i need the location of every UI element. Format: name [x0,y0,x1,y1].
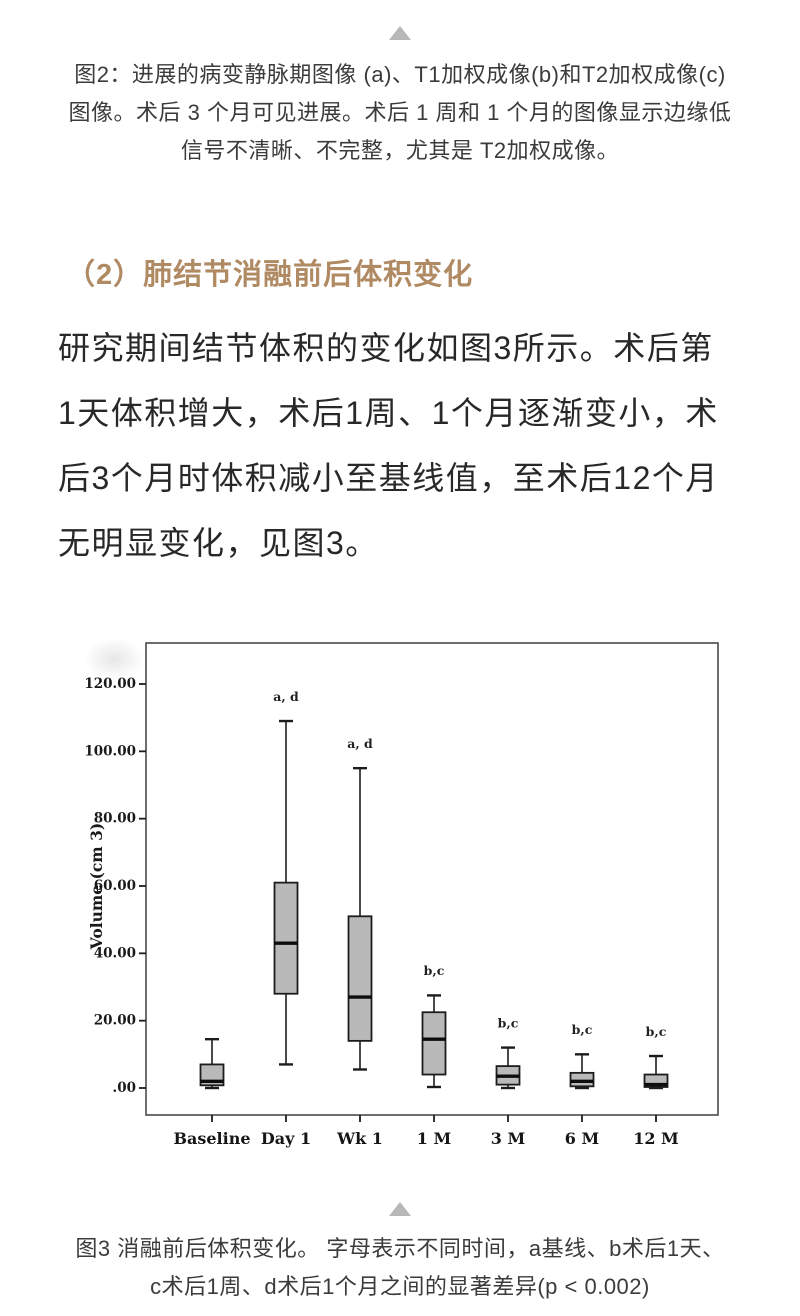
separator-triangle-up-icon [389,1202,411,1216]
svg-text:12 M: 12 M [633,1129,679,1148]
separator-triangle-up-icon [389,26,411,40]
svg-text:a, d: a, d [273,689,299,704]
svg-text:20.00: 20.00 [94,1013,136,1029]
svg-text:b,c: b,c [424,963,445,978]
svg-text:1 M: 1 M [417,1129,451,1148]
svg-text:Baseline: Baseline [173,1129,250,1148]
svg-text:b,c: b,c [646,1024,667,1039]
svg-text:.00: .00 [113,1080,137,1096]
svg-text:a, d: a, d [347,736,373,751]
svg-text:6 M: 6 M [565,1129,599,1148]
figure3-caption: 图3 消融前后体积变化。 字母表示不同时间，a基线、b术后1天、 c术后1周、d… [75,1236,725,1299]
svg-text:b,c: b,c [498,1015,519,1030]
boxplot-chart-svg: .00 20.00 40.00 60.00 80.00 100.00 120.00 Volum… [84,642,719,1148]
svg-text:120.00: 120.00 [84,676,136,692]
body-paragraph: 研究期间结节体积的变化如图3所示。术后第 1天体积增大，术后1周、1个月逐渐变小… [58,330,719,561]
figure2-caption: 图2：进展的病变静脉期图像 (a)、T1加权成像(b)和T2加权成像(c) 图像… [68,62,732,163]
svg-text:100.00: 100.00 [84,743,136,759]
svg-text:b,c: b,c [572,1022,593,1037]
svg-text:Wk 1: Wk 1 [336,1129,383,1148]
svg-text:3 M: 3 M [491,1129,525,1148]
svg-text:40.00: 40.00 [94,945,136,961]
svg-text:Volume (cm 3): Volume (cm 3) [87,823,106,950]
figure3-boxplot: .00 20.00 40.00 60.00 80.00 100.00 120.00 Volum… [82,630,762,1170]
svg-text:60.00: 60.00 [94,878,136,894]
svg-text:80.00: 80.00 [94,811,136,827]
svg-text:Day 1: Day 1 [261,1129,311,1148]
section-heading: （2）肺结节消融前后体积变化 [66,259,474,291]
